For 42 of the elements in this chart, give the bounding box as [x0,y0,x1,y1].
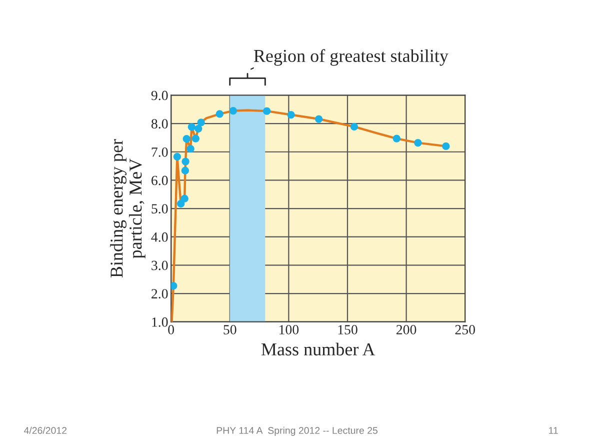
x-tick-label: 150 [338,325,358,334]
text: PHY 114 A Spring 2012 -- Lecture 25 [216,426,378,436]
point [229,106,237,115]
y-tick-label: 9.0 [151,90,168,100]
point [314,115,323,123]
point [287,110,295,119]
y-tick-label: 1.0 [152,317,168,327]
text: 11 [549,427,558,434]
point [186,144,194,153]
point [181,166,189,174]
band-label: Region of greatest stability [254,49,448,66]
y-tick-label: 6.0 [152,176,168,186]
point [171,282,178,290]
y-tick-label: 4.0 [151,232,168,242]
point [188,123,196,131]
point [350,122,358,130]
point [173,152,181,160]
y-tick-label: 2.0 [152,289,168,299]
point [182,158,190,166]
point [216,110,224,118]
x-axis-title: Mass number A [261,342,376,356]
y-tick-label: 3.0 [152,260,168,270]
point [392,134,400,142]
x-tick-label: 0 [168,325,174,334]
point [192,134,200,142]
point [182,135,190,143]
point [177,200,185,208]
x-tick-label: 250 [455,325,475,334]
y-axis-title: Binding energy per particle, MeV [110,139,146,278]
point [263,107,271,115]
point [442,142,450,150]
y-tick-label: 7.0 [152,147,168,157]
y-tick-label: 5.0 [152,204,168,214]
x-tick-label: 200 [396,325,416,334]
point [180,194,188,202]
point [414,139,422,147]
point [197,118,205,126]
text: 4/26/2012 [24,426,67,434]
x-tick-label: 50 [224,325,236,334]
x-tick-label: 100 [279,325,299,334]
y-tick-label: 8.0 [151,119,168,129]
point [194,124,202,132]
